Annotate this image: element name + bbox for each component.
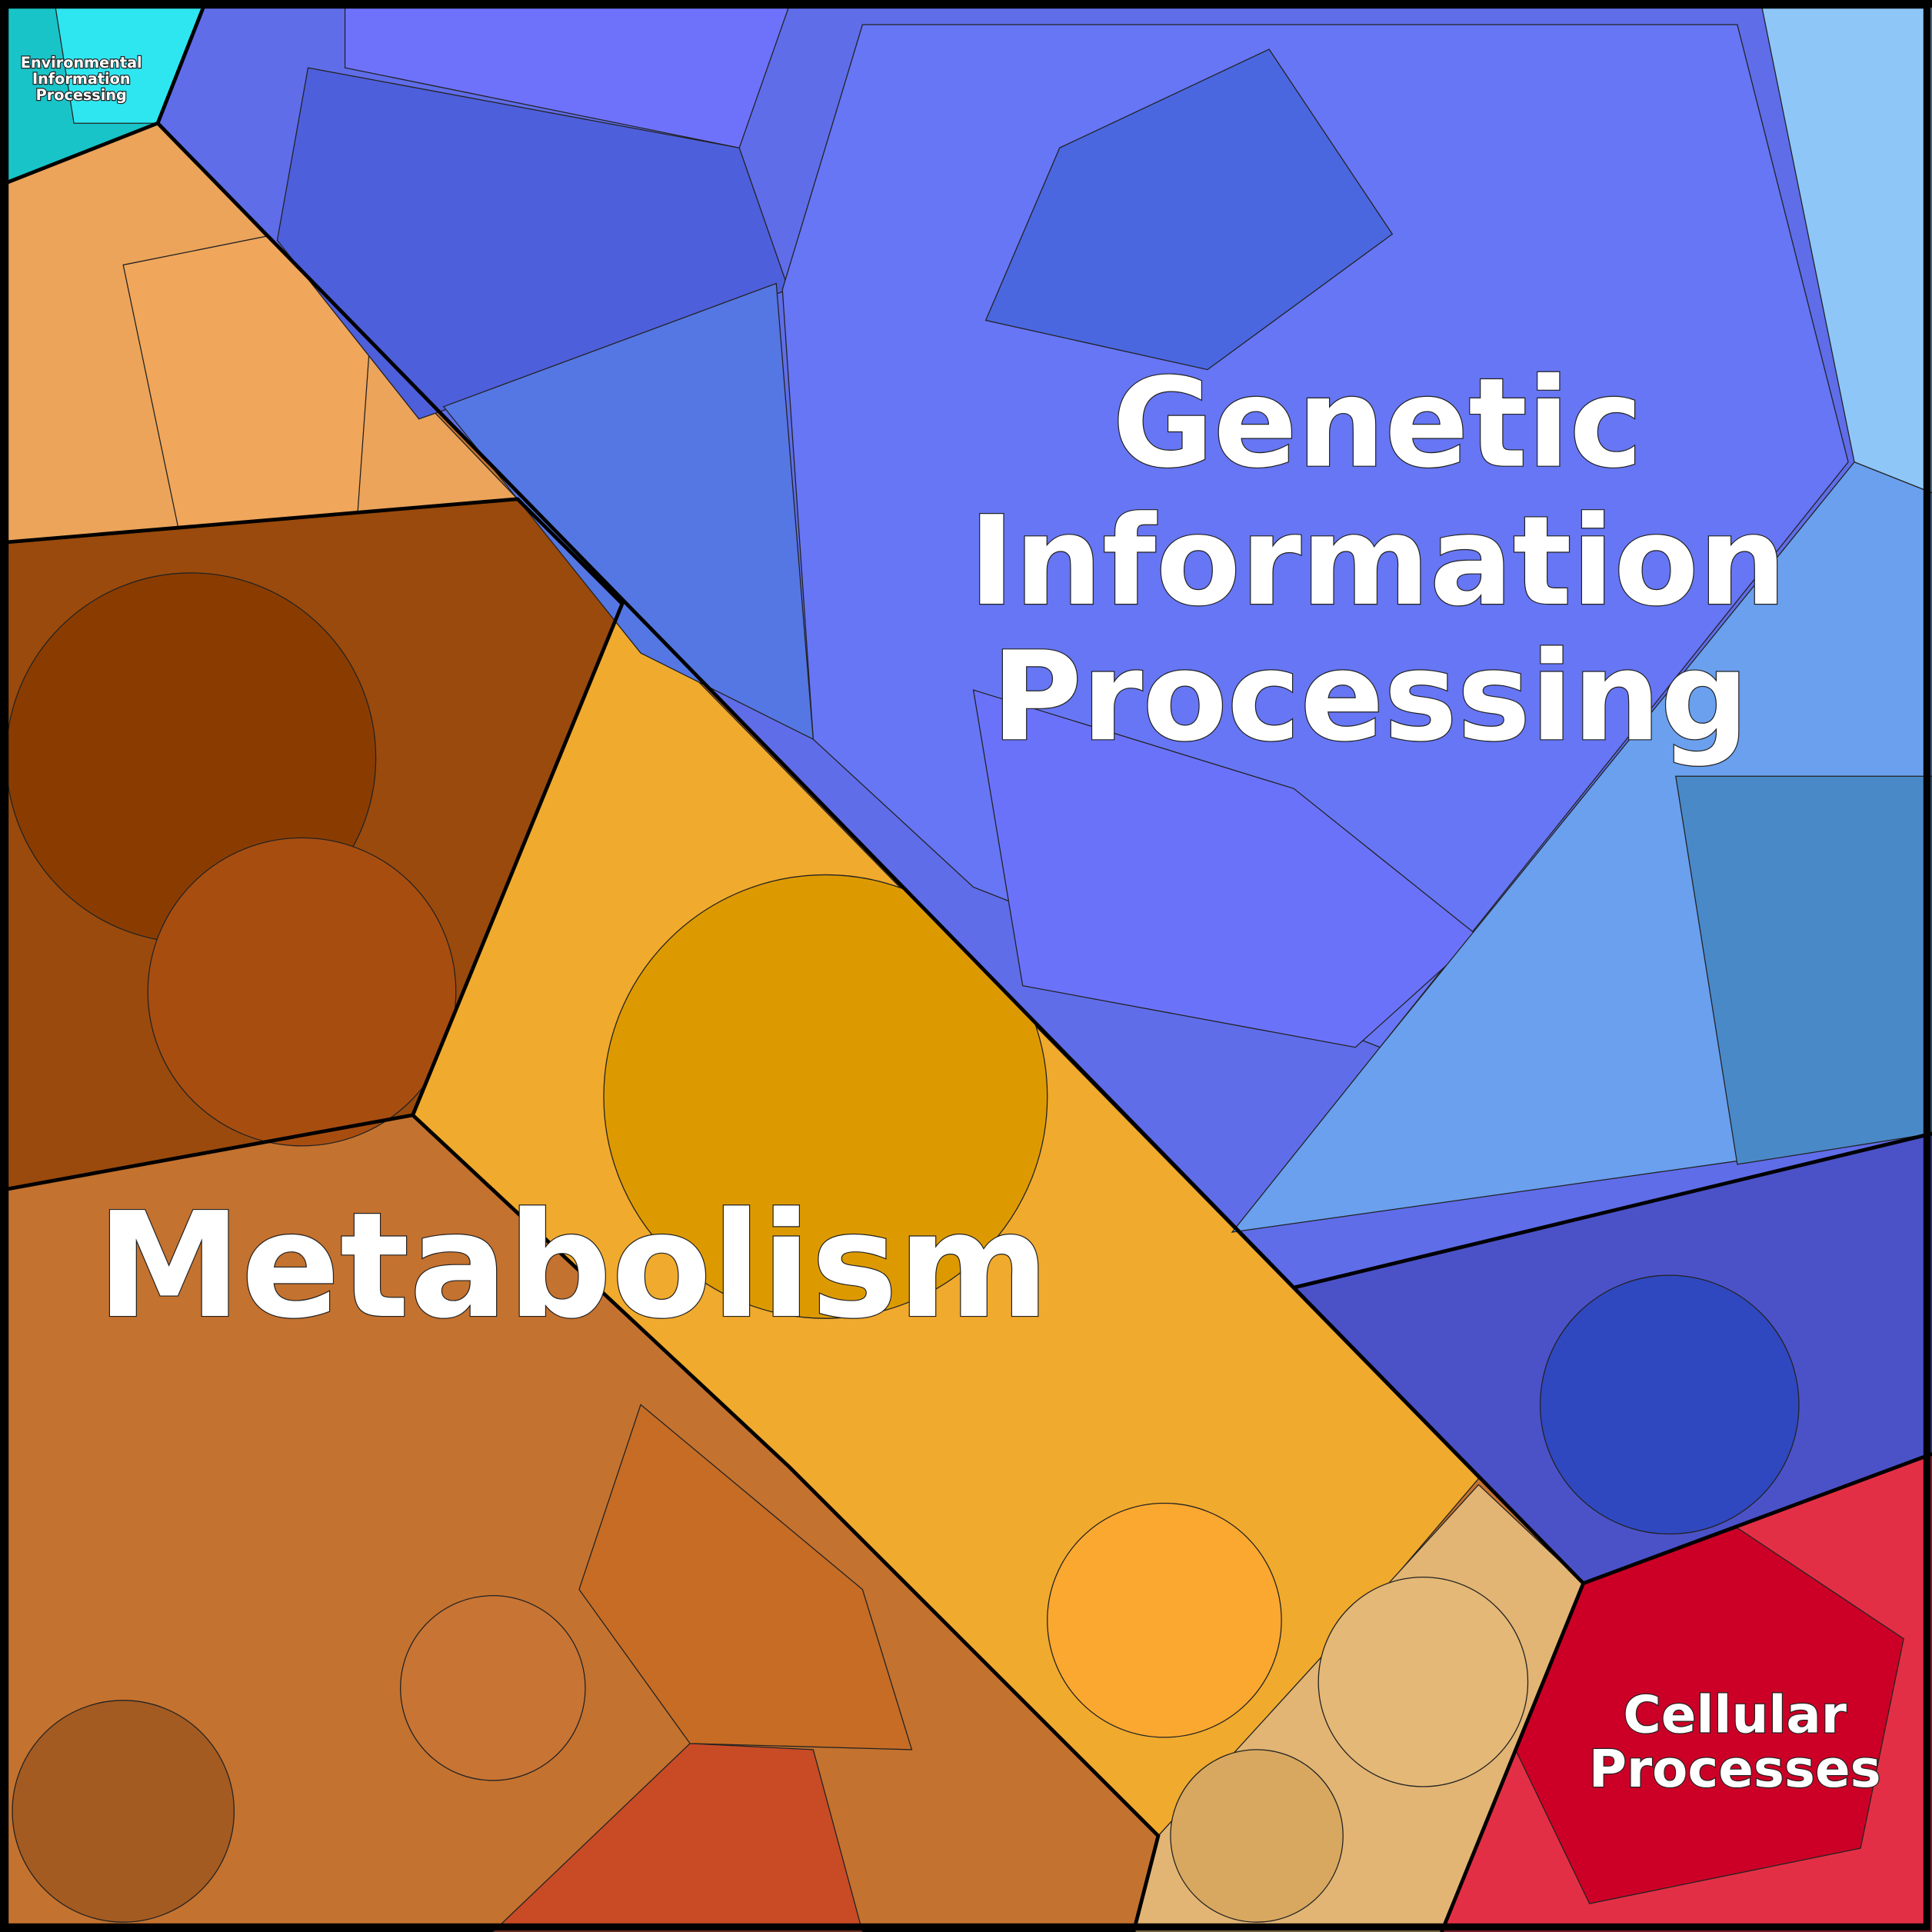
region-border [1440, 1582, 1585, 1932]
cell [122, 233, 371, 531]
label-line: Information [969, 489, 1787, 633]
cell [1170, 1749, 1344, 1923]
environmental-label: Environmental Information Processing [20, 53, 143, 105]
region-border [156, 122, 1932, 1586]
label-line: Information [32, 70, 131, 88]
genetic-label: Genetic Information Processing [968, 350, 1787, 769]
cell [603, 874, 1048, 1319]
label-line: Metabolism [97, 1181, 1050, 1351]
region-border [6, 6, 205, 185]
metabolism-label: Metabolism [95, 1181, 1050, 1351]
cellular-label: Cellular Processes [1588, 1684, 1882, 1800]
cell [400, 1595, 586, 1781]
label-line: Environmental [21, 54, 142, 72]
label-line: Cellular [1623, 1684, 1847, 1744]
label-line: Genetic [1112, 351, 1642, 495]
region-border [1293, 1131, 1932, 1290]
label-line: Processing [991, 625, 1748, 768]
cell [12, 1700, 235, 1923]
cell [1539, 1274, 1800, 1535]
cell [1047, 1502, 1282, 1738]
cell [1675, 775, 1932, 1165]
cell [972, 689, 1480, 1048]
cell [984, 48, 1394, 371]
label-line: Processing [36, 86, 127, 104]
label-line: Processes [1589, 1739, 1881, 1799]
cell [442, 282, 814, 741]
region-border [411, 1114, 1161, 1932]
cell [1317, 1576, 1529, 1787]
cell [147, 837, 457, 1147]
cell [578, 1404, 913, 1750]
region-border [7, 497, 625, 1191]
cell [491, 1743, 864, 1932]
